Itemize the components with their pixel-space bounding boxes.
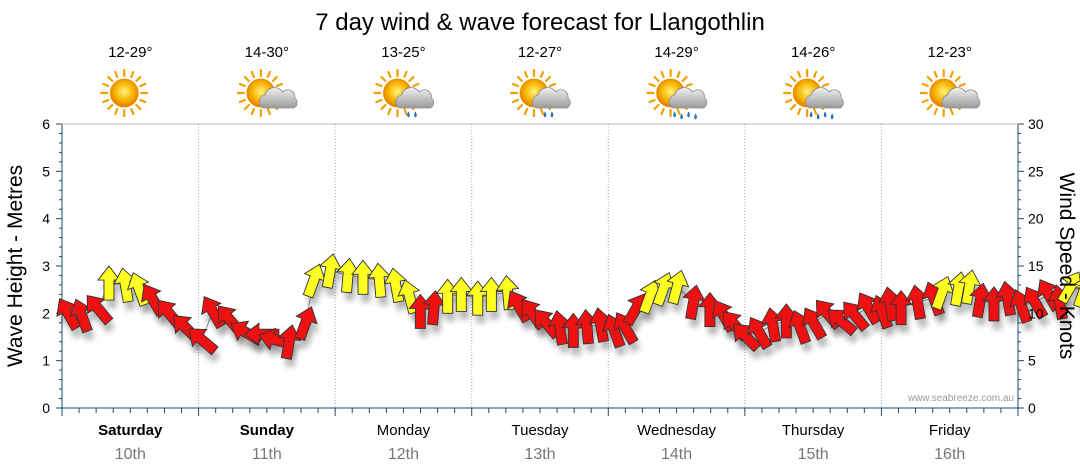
wind-arrow: [479, 276, 504, 312]
wind-arrow: [188, 328, 219, 356]
raindrop-icon: [816, 113, 820, 120]
temperature-label: 14-26°: [791, 44, 835, 61]
day-name-label: Thursday: [782, 422, 845, 439]
left-tick-label: 1: [42, 353, 50, 369]
left-tick-label: 2: [42, 305, 50, 321]
wind-arrow: [666, 269, 690, 306]
left-axis-title: Wave Height - Metres: [4, 165, 27, 367]
temperature-label: 12-29°: [108, 44, 152, 61]
day-date-label: 15th: [798, 446, 829, 463]
day-date-label: 16th: [934, 446, 965, 463]
day-date-label: 11th: [252, 446, 282, 463]
day-date-label: 10th: [115, 446, 146, 463]
right-tick-label: 20: [1028, 211, 1044, 227]
sun-cloud-icon: [919, 68, 981, 118]
right-tick-label: 25: [1028, 163, 1044, 179]
temperature-label: 14-29°: [654, 44, 698, 61]
raindrop-icon: [694, 113, 697, 120]
sun-cloud-light-rain-icon: [373, 68, 435, 118]
day-name-label: Wednesday: [637, 422, 716, 439]
wind-arrow: [1056, 271, 1080, 305]
day-name-label: Saturday: [98, 422, 163, 439]
left-tick-label: 3: [42, 258, 50, 274]
day-date-label: 14th: [661, 446, 692, 463]
raindrop-icon: [543, 111, 547, 118]
day-name-label: Friday: [929, 422, 971, 439]
left-tick-label: 6: [42, 116, 50, 132]
day-name-label: Sunday: [240, 422, 295, 439]
right-tick-label: 5: [1028, 353, 1036, 369]
left-tick-label: 5: [42, 163, 50, 179]
wind-arrow: [507, 290, 533, 324]
temperature-label: 13-25°: [381, 44, 425, 61]
raindrop-icon: [809, 111, 813, 118]
raindrop-icon: [830, 113, 834, 120]
wind-arrow: [1073, 273, 1080, 309]
right-axis-title: Wind Speed - Knots: [1055, 173, 1078, 360]
temperature-label: 12-27°: [518, 44, 562, 61]
temperature-label: 14-30°: [245, 44, 289, 61]
right-tick-label: 30: [1028, 116, 1044, 132]
wind-arrow: [277, 324, 302, 360]
credit-text: www.seabreeze.com.au: [907, 393, 1014, 404]
day-date-label: 12th: [388, 446, 419, 463]
wind-arrow: [958, 269, 982, 305]
right-tick-label: 10: [1028, 305, 1044, 321]
left-tick-label: 4: [42, 211, 50, 227]
sun-icon: [100, 68, 149, 118]
sun-cloud-icon: [236, 68, 298, 118]
sun-cloud-rain-icon: [783, 68, 844, 120]
raindrop-icon: [823, 111, 827, 118]
raindrop-icon: [687, 111, 690, 118]
raindrop-icon: [414, 111, 417, 118]
chart-title: 7 day wind & wave forecast for Llangothl…: [315, 9, 765, 36]
wind-arrow-shadow: [1061, 281, 1080, 313]
raindrop-icon: [550, 111, 554, 118]
raindrop-icon: [680, 113, 683, 120]
day-date-label: 13th: [524, 446, 555, 463]
wind-arrow: [747, 316, 773, 351]
right-tick-label: 0: [1028, 400, 1036, 416]
wind-arrow: [294, 306, 318, 342]
sun-icon: [100, 68, 149, 118]
day-name-label: Tuesday: [512, 422, 569, 439]
sun-cloud-light-rain-icon: [509, 68, 571, 118]
right-tick-label: 15: [1028, 258, 1044, 274]
raindrop-icon: [673, 111, 676, 118]
plot-area: [61, 123, 1019, 409]
raindrop-icon: [407, 111, 410, 118]
temperature-label: 12-23°: [928, 44, 972, 61]
sun-cloud-rain-icon: [646, 68, 708, 120]
day-name-label: Monday: [377, 422, 431, 439]
left-tick-label: 0: [42, 400, 50, 416]
